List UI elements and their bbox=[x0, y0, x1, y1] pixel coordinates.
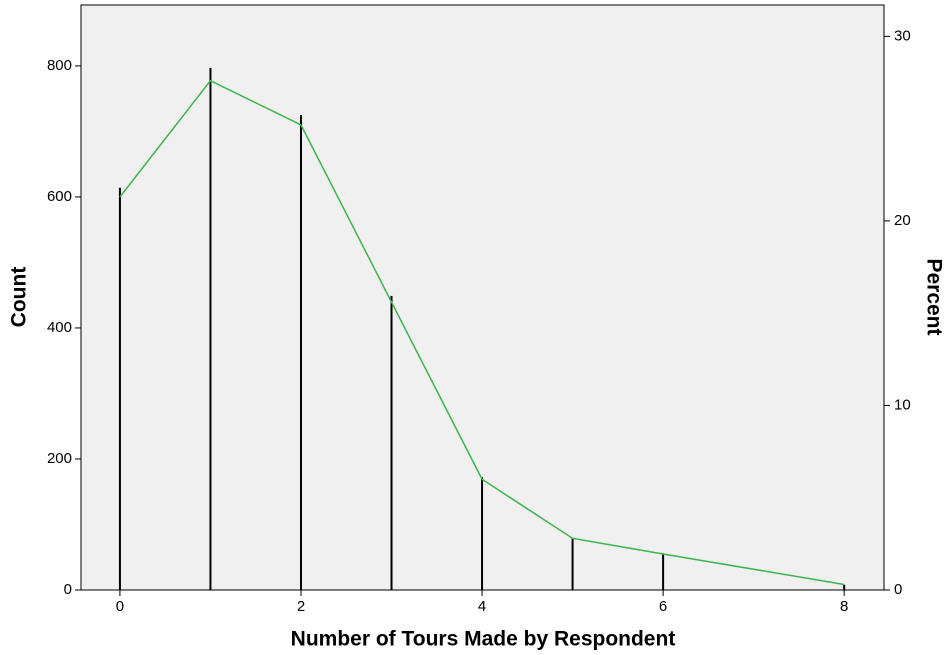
y2-tick-label: 10 bbox=[894, 396, 911, 413]
x-tick-label: 0 bbox=[116, 598, 124, 615]
y-tick-label: 0 bbox=[64, 581, 72, 598]
x-tick-label: 2 bbox=[297, 598, 305, 615]
y2-axis-label: Percent bbox=[922, 258, 945, 335]
x-axis-label: Number of Tours Made by Respondent bbox=[291, 628, 676, 651]
x-tick-label: 8 bbox=[840, 598, 848, 615]
y2-tick-label: 30 bbox=[894, 27, 911, 44]
y-tick-label: 800 bbox=[47, 57, 72, 74]
y-axis-label: Count bbox=[8, 267, 31, 328]
y-tick-label: 600 bbox=[47, 188, 72, 205]
x-tick-label: 4 bbox=[478, 598, 486, 615]
y2-tick-label: 20 bbox=[894, 212, 911, 229]
y-tick-label: 200 bbox=[47, 450, 72, 467]
y2-tick-label: 0 bbox=[894, 581, 902, 598]
percent-line bbox=[119, 79, 845, 586]
y-tick-label: 400 bbox=[47, 319, 72, 336]
x-tick-label: 6 bbox=[659, 598, 667, 615]
